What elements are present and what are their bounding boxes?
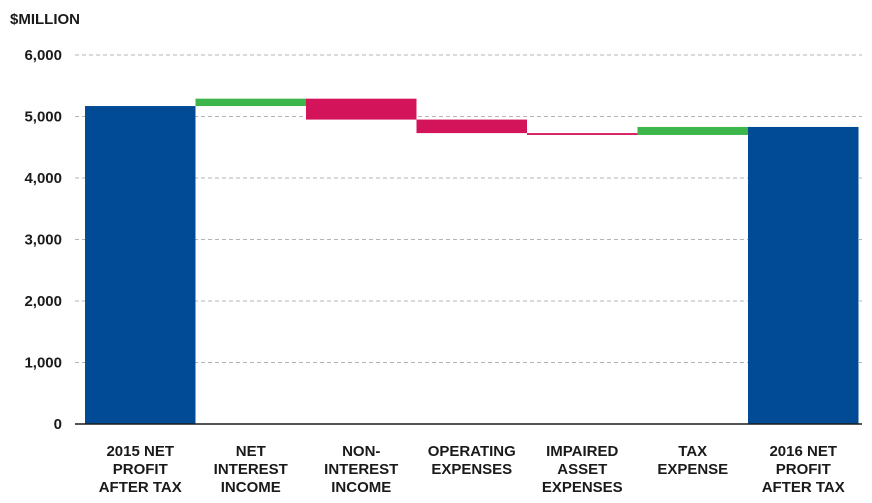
y-axis-unit-label: $MILLION (10, 11, 80, 28)
category-label: TAX EXPENSE (657, 443, 728, 478)
bar-total (748, 126, 859, 424)
category-label: 2015 NET PROFIT AFTER TAX (99, 443, 182, 496)
y-tick-label: 1,000 (24, 355, 62, 372)
bar-increase (195, 98, 306, 107)
bar-decrease (527, 133, 638, 135)
bar-decrease (416, 119, 527, 134)
y-tick-label: 6,000 (24, 47, 62, 64)
y-tick-label: 2,000 (24, 293, 62, 310)
y-axis-ticks: 0 1,000 2,000 3,000 4,000 5,000 6,000 (24, 47, 62, 433)
category-label: NON-INTEREST INCOME (324, 443, 398, 496)
category-label: OPERATING EXPENSES (428, 443, 516, 478)
bar-increase (637, 126, 748, 135)
y-tick-label: 3,000 (24, 232, 62, 249)
y-tick-label: 0 (54, 416, 62, 433)
category-label: 2016 NET PROFIT AFTER TAX (762, 443, 845, 496)
category-label: NET INTEREST INCOME (214, 443, 288, 496)
y-tick-label: 4,000 (24, 170, 62, 187)
y-tick-label: 5,000 (24, 109, 62, 126)
category-labels: 2015 NET PROFIT AFTER TAX NET INTEREST INCOME… (99, 443, 845, 496)
bar-decrease (306, 98, 417, 120)
bar-total (85, 106, 196, 425)
gridlines (75, 54, 862, 363)
category-label: IMPAIRED ASSET EXPENSES (542, 443, 623, 496)
bars (85, 98, 859, 425)
